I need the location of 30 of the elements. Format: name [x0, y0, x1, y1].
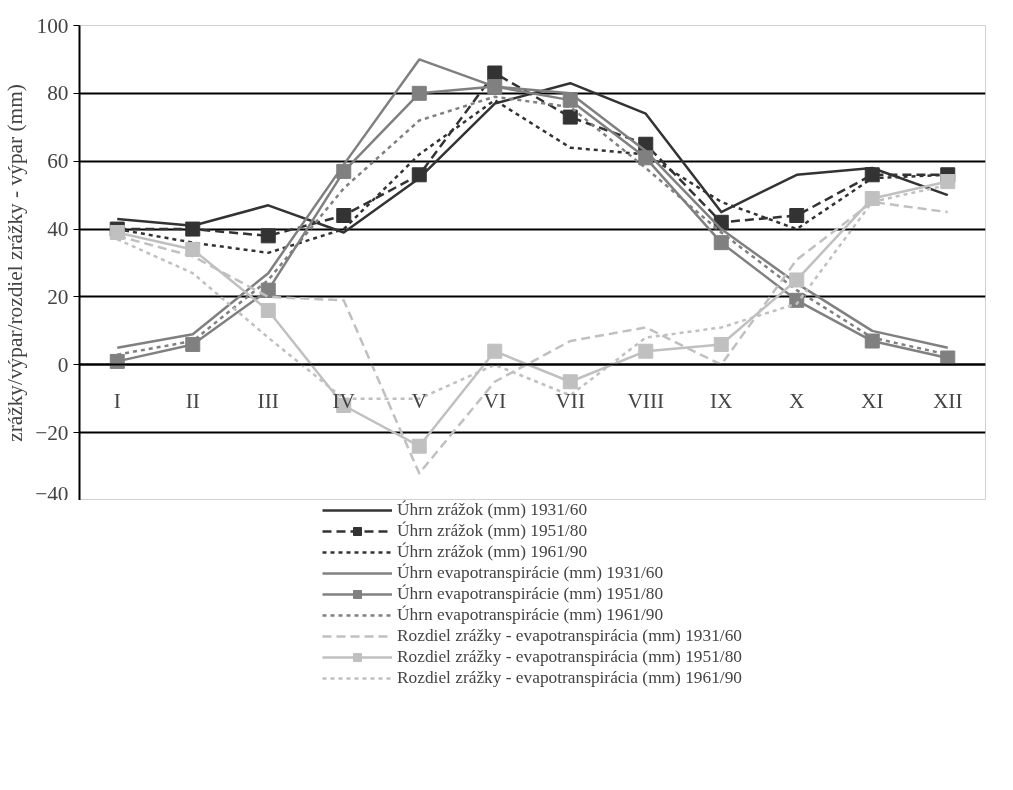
legend-label: Úhrn evapotranspirácie (mm) 1951/80: [397, 584, 664, 604]
y-tick-label: −40: [35, 481, 69, 506]
y-tick-label: 100: [36, 13, 69, 38]
legend-label: Rozdiel zrážky - evapotranspirácia (mm) 1961/90: [397, 668, 742, 688]
legend-label: Rozdiel zrážky - evapotranspirácia (mm) 1931/60: [397, 626, 742, 646]
x-tick-label: IV: [332, 388, 356, 413]
x-tick-label: V: [411, 388, 428, 413]
legend-label: Úhrn evapotranspirácie (mm) 1931/60: [397, 563, 664, 583]
x-tick-label: VI: [483, 388, 507, 413]
y-tick-label: −20: [35, 420, 69, 445]
legend-label: Úhrn zrážok (mm) 1951/80: [397, 521, 588, 541]
legend-label: Rozdiel zrážky - evapotranspirácia (mm) 1951/80: [397, 647, 742, 667]
y-tick-label: 40: [47, 217, 69, 242]
y-tick-label: 80: [47, 81, 69, 106]
y-axis-title: zrážky/výpar/rozdiel zrážky - výpar (mm): [3, 84, 28, 442]
x-tick-label: VIII: [627, 388, 665, 413]
legend-label: Úhrn zrážok (mm) 1961/90: [397, 542, 588, 562]
y-tick-label: 20: [47, 284, 69, 309]
x-tick-label: XII: [932, 388, 963, 413]
legend-label: Úhrn evapotranspirácie (mm) 1961/90: [397, 605, 664, 625]
x-tick-label: II: [185, 388, 200, 413]
x-tick-label: IX: [710, 388, 734, 413]
legend-label: Úhrn zrážok (mm) 1931/60: [397, 500, 588, 520]
y-tick-label: 60: [47, 149, 69, 174]
x-tick-label: VII: [555, 388, 586, 413]
x-tick-label: III: [257, 388, 279, 413]
x-tick-label: XI: [861, 388, 884, 413]
y-tick-label: 0: [57, 352, 69, 377]
x-tick-label: I: [113, 388, 121, 413]
x-tick-label: X: [789, 388, 806, 413]
